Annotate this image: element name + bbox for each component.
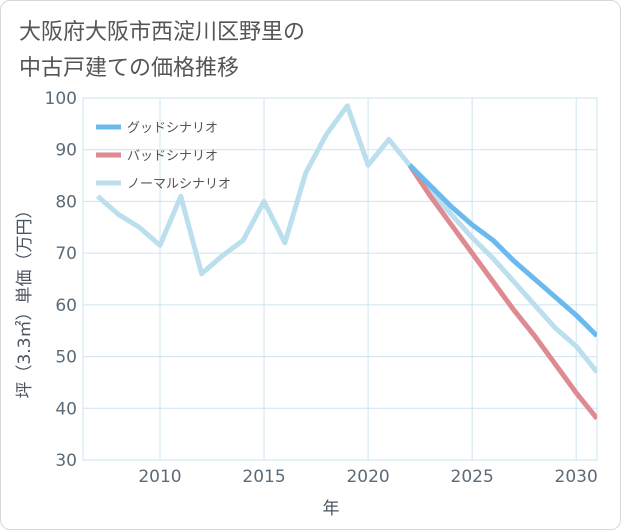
x-tick-label: 2025 <box>451 467 494 487</box>
legend-label-2: ノーマルシナリオ <box>127 177 231 192</box>
chart-title: 大阪府大阪市西淀川区野里の 中古戸建ての価格推移 <box>19 15 305 87</box>
series-lines <box>95 103 597 421</box>
x-tick-label: 2020 <box>346 467 389 487</box>
series-line-2 <box>95 103 597 374</box>
y-tick-label: 60 <box>55 296 77 316</box>
legend-label-1: バッドシナリオ <box>127 149 218 164</box>
y-tick-label: 30 <box>55 451 77 471</box>
y-tick-label: 50 <box>55 348 77 368</box>
tick-labels: 30 40 50 60 70 80 90 100 2010 2015 2020 2025 2030 <box>45 89 598 487</box>
x-tick-label: 2015 <box>242 467 285 487</box>
y-axis-label: 坪（3.3㎡）単価（万円） <box>15 201 35 398</box>
y-tick-label: 80 <box>55 192 77 212</box>
legend-label-0: グッドシナリオ <box>127 121 218 136</box>
series-line-1 <box>407 163 597 421</box>
y-tick-label: 40 <box>55 399 77 419</box>
y-tick-label: 100 <box>45 89 77 109</box>
y-tick-label: 70 <box>55 244 77 264</box>
x-axis-label: 年 <box>323 499 340 519</box>
y-tick-label: 90 <box>55 141 77 161</box>
x-tick-label: 2010 <box>138 467 181 487</box>
chart-title-line-1: 大阪府大阪市西淀川区野里の <box>19 20 306 45</box>
x-tick-label: 2030 <box>555 467 598 487</box>
series-line-0 <box>407 163 597 338</box>
chart-title-line-2: 中古戸建ての価格推移 <box>19 56 240 81</box>
